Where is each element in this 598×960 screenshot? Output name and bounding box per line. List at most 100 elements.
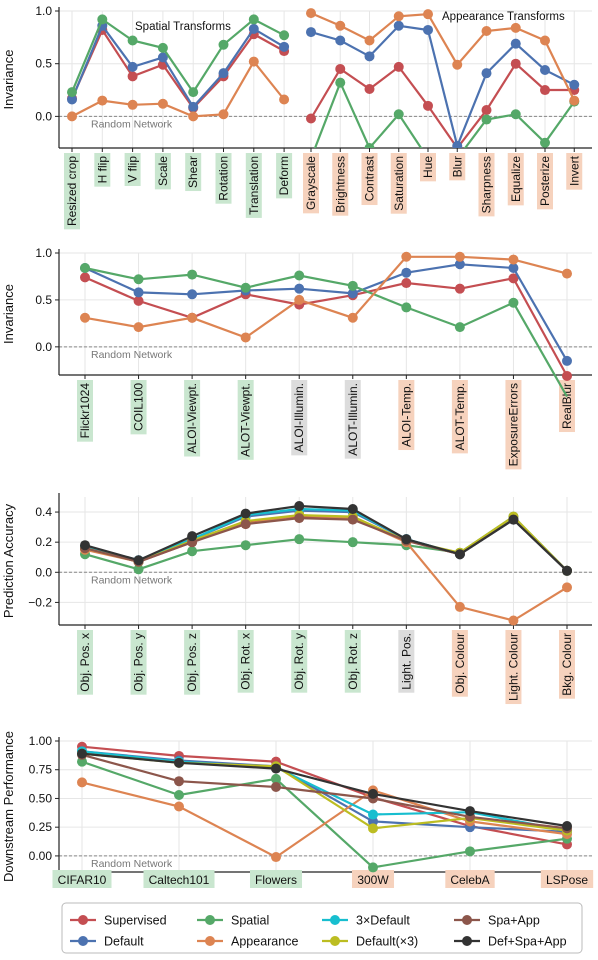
x-tick-label-h-flip: H flip xyxy=(95,156,109,184)
data-point-appearance xyxy=(569,95,580,106)
legend-label-def-spa-app: Def+Spa+App xyxy=(488,935,567,949)
data-point-spatial xyxy=(97,14,108,25)
data-point-supervised xyxy=(454,283,465,294)
legend-box xyxy=(61,902,583,954)
x-tick-tag xyxy=(77,380,93,442)
data-point-spatial xyxy=(294,270,305,281)
data-point-default xyxy=(306,27,316,38)
data-point-appearance xyxy=(393,11,404,22)
data-point-spa-app xyxy=(347,514,358,525)
data-point-appearance xyxy=(67,111,77,122)
data-point-def-spa-app xyxy=(401,534,412,545)
data-point-default xyxy=(187,289,198,300)
x-tick-label-light-pos: Light. Pos. xyxy=(399,633,413,690)
data-point-supervised xyxy=(133,295,144,306)
data-point-default xyxy=(294,283,305,294)
x-tick-label-realblur: RealBlur xyxy=(560,383,574,429)
x-tick-tag xyxy=(143,870,215,888)
data-point-appearance xyxy=(127,99,138,110)
x-tick-tag xyxy=(245,153,262,218)
data-point-spatial xyxy=(77,756,87,767)
x-tick-label-grayscale: Grayscale xyxy=(304,156,318,210)
data-point-default-3 xyxy=(368,823,378,834)
x-tick-label-scale: Scale xyxy=(156,156,170,186)
x-tick-tag xyxy=(184,380,201,457)
x-tick-label-exposureerrors: ExposureErrors xyxy=(506,383,520,466)
y-axis-label: Invariance xyxy=(1,284,16,344)
data-point-spatial xyxy=(401,302,412,313)
legend-label-3-default: 3×Default xyxy=(356,914,410,928)
data-point-appearance xyxy=(174,801,184,812)
x-tick-tag xyxy=(77,630,93,695)
data-point-def-spa-app xyxy=(368,788,378,799)
data-point-appearance xyxy=(133,322,144,333)
panel-prediction-accuracy: Random Network −0.2 0.0 0.2 0.4 Prediction Ac… xyxy=(1,493,592,705)
data-point-def-spa-app xyxy=(454,549,465,560)
x-tick-label-equalize: Equalize xyxy=(509,156,523,202)
data-point-def-spa-app xyxy=(77,748,87,759)
data-point-appearance xyxy=(454,601,465,612)
x-tick-label-v-flip: V flip xyxy=(126,156,140,183)
data-point-def-spa-app xyxy=(240,508,251,519)
data-point-appearance xyxy=(508,254,519,265)
x-tick-label-lspose: LSPose xyxy=(546,873,588,887)
x-tick-label-resized-crop: Resized crop xyxy=(65,156,79,226)
x-tick-label-deform: Deform xyxy=(277,156,291,195)
legend-label-supervised: Supervised xyxy=(104,914,167,928)
x-tick-tag xyxy=(540,870,594,888)
data-point-spatial xyxy=(540,137,550,148)
data-point-def-spa-app xyxy=(508,514,519,525)
random-network-label: Random Network xyxy=(91,574,173,586)
y-axis-label: Invariance xyxy=(1,50,16,110)
data-point-default xyxy=(133,287,144,298)
legend-label-default-3: Default(×3) xyxy=(356,935,418,949)
legend-label-appearance: Appearance xyxy=(231,935,298,949)
x-tick-tag xyxy=(505,630,522,705)
random-network-label: Random Network xyxy=(91,349,173,361)
legend-label-spatial: Spatial xyxy=(231,914,269,928)
data-point-default xyxy=(347,288,358,299)
data-point-spatial xyxy=(364,143,375,148)
data-point-appearance xyxy=(294,294,305,305)
data-point-def-spa-app xyxy=(465,806,475,817)
data-point-supervised xyxy=(393,61,404,72)
data-point-3-default xyxy=(368,809,378,820)
y-axis-label: Prediction Accuracy xyxy=(1,503,16,618)
x-tick-tag xyxy=(451,630,468,697)
y-tick-label: 0.0 xyxy=(35,565,52,579)
data-point-appearance xyxy=(508,615,519,626)
data-point-appearance xyxy=(401,251,412,262)
series-group xyxy=(80,501,572,626)
annotation-appearance-transforms: Appearance Transforms xyxy=(442,11,565,23)
x-tick-tag xyxy=(445,870,495,888)
legend-marker-appearance xyxy=(205,936,215,946)
legend-marker-supervised xyxy=(78,915,88,925)
x-tick-label-aloi-viewpt: ALOI-Viewpt. xyxy=(185,383,199,453)
x-tick-label-obj-pos-x: Obj. Pos. x xyxy=(78,633,92,692)
data-point-supervised xyxy=(364,83,375,94)
x-tick-label-caltech101: Caltech101 xyxy=(149,873,210,887)
legend: Supervised Default Spatial Appearance 3×Defa… xyxy=(61,902,583,954)
x-tick-tag xyxy=(291,630,308,693)
series-line-appearance xyxy=(81,781,568,859)
data-point-spatial xyxy=(188,87,199,98)
x-tick-tag xyxy=(332,153,349,216)
data-point-def-spa-app xyxy=(562,565,572,576)
x-tick-label-hue: Hue xyxy=(421,156,435,178)
y-tick-label: 0.2 xyxy=(35,535,52,549)
series-line-spatial xyxy=(84,515,568,572)
data-point-supervised xyxy=(540,85,550,96)
x-tick-tag xyxy=(184,630,201,695)
x-tick-label-translation: Translation xyxy=(247,156,261,215)
series-line-supervised xyxy=(310,62,575,148)
data-point-spatial xyxy=(240,282,251,293)
series-line-spatial xyxy=(70,17,285,95)
data-point-default xyxy=(401,267,412,278)
series-line-appearance xyxy=(310,12,576,102)
data-point-supervised xyxy=(510,58,521,69)
panel-downstream-performance: Random Network 0.00 0.25 0.50 0.75 1.00 Downst… xyxy=(1,731,594,888)
data-point-spatial xyxy=(157,42,168,53)
y-tick-label: 1.0 xyxy=(35,246,52,260)
data-point-default xyxy=(452,140,463,148)
